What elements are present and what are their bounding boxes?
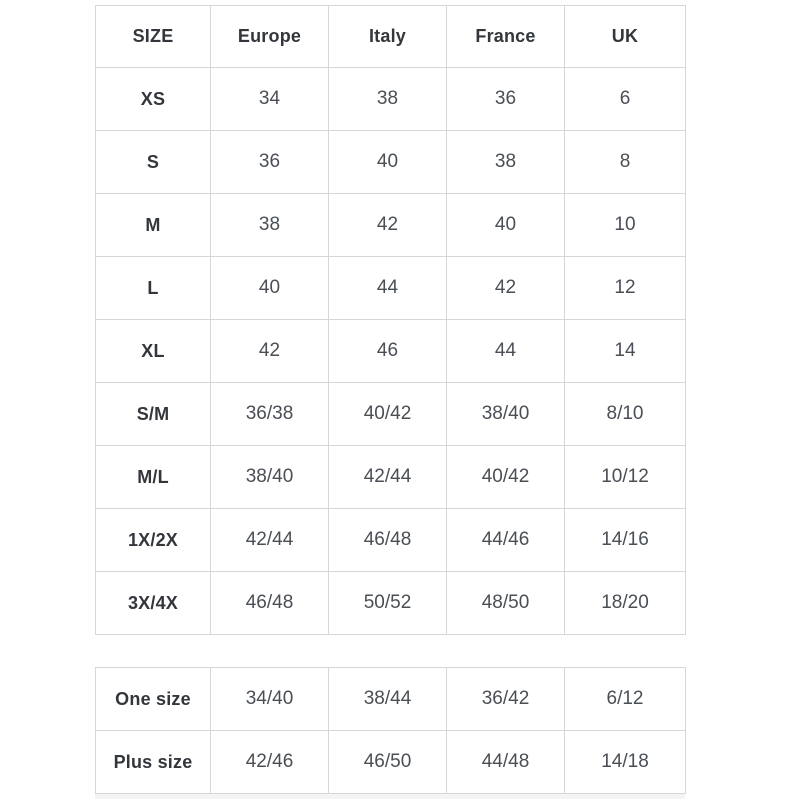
size-value-cell: 18/20 <box>564 571 686 635</box>
table-row: XS 34 38 36 6 <box>95 67 686 131</box>
size-row-label: S <box>95 130 211 194</box>
size-row-label: 1X/2X <box>95 508 211 572</box>
size-row-label: M/L <box>95 445 211 509</box>
column-header-france: France <box>446 5 565 68</box>
size-value-cell: 40 <box>328 130 447 194</box>
table-row: 3X/4X 46/48 50/52 48/50 18/20 <box>95 571 686 635</box>
size-value-cell: 8/10 <box>564 382 686 446</box>
size-value-cell: 40 <box>210 256 329 320</box>
size-value-cell: 42 <box>446 256 565 320</box>
size-value-cell: 6/12 <box>564 667 686 731</box>
size-value-cell: 40/42 <box>446 445 565 509</box>
column-header-uk: UK <box>564 5 686 68</box>
size-row-label: S/M <box>95 382 211 446</box>
size-value-cell: 46 <box>328 319 447 383</box>
table-row: Plus size 42/46 46/50 44/48 14/18 <box>95 730 686 794</box>
size-value-cell: 44 <box>446 319 565 383</box>
size-row-label: M <box>95 193 211 257</box>
size-value-cell: 14/18 <box>564 730 686 794</box>
size-value-cell: 14/16 <box>564 508 686 572</box>
size-value-cell: 46/48 <box>210 571 329 635</box>
size-value-cell: 50/52 <box>328 571 447 635</box>
table-row: 1X/2X 42/44 46/48 44/46 14/16 <box>95 508 686 572</box>
size-value-cell: 10/12 <box>564 445 686 509</box>
size-value-cell: 38 <box>446 130 565 194</box>
column-header-italy: Italy <box>328 5 447 68</box>
size-row-label: L <box>95 256 211 320</box>
size-value-cell: 42/46 <box>210 730 329 794</box>
size-value-cell: 38/40 <box>210 445 329 509</box>
size-value-cell: 42 <box>210 319 329 383</box>
size-value-cell: 42/44 <box>328 445 447 509</box>
size-value-cell: 46/50 <box>328 730 447 794</box>
size-value-cell: 48/50 <box>446 571 565 635</box>
size-value-cell: 40/42 <box>328 382 447 446</box>
special-size-table-container: One size 34/40 38/44 36/42 6/12 Plus size 42/4… <box>95 667 686 794</box>
size-value-cell: 46/48 <box>328 508 447 572</box>
size-value-cell: 34/40 <box>210 667 329 731</box>
size-value-cell: 12 <box>564 256 686 320</box>
size-row-label: Plus size <box>95 730 211 794</box>
size-row-label: XS <box>95 67 211 131</box>
size-value-cell: 6 <box>564 67 686 131</box>
size-value-cell: 36 <box>210 130 329 194</box>
size-value-cell: 8 <box>564 130 686 194</box>
size-value-cell: 44 <box>328 256 447 320</box>
size-value-cell: 14 <box>564 319 686 383</box>
table-row: M 38 42 40 10 <box>95 193 686 257</box>
table-row: M/L 38/40 42/44 40/42 10/12 <box>95 445 686 509</box>
table-row: L 40 44 42 12 <box>95 256 686 320</box>
table-row: S 36 40 38 8 <box>95 130 686 194</box>
size-value-cell: 38 <box>328 67 447 131</box>
table-row: XL 42 46 44 14 <box>95 319 686 383</box>
size-row-label: One size <box>95 667 211 731</box>
size-conversion-table-container: SIZE Europe Italy France UK XS 34 38 36 6 S 36 40 38… <box>95 5 686 635</box>
size-value-cell: 34 <box>210 67 329 131</box>
column-header-europe: Europe <box>210 5 329 68</box>
size-value-cell: 40 <box>446 193 565 257</box>
size-value-cell: 38 <box>210 193 329 257</box>
size-value-cell: 42/44 <box>210 508 329 572</box>
size-value-cell: 42 <box>328 193 447 257</box>
size-value-cell: 10 <box>564 193 686 257</box>
size-value-cell: 38/40 <box>446 382 565 446</box>
column-header-size: SIZE <box>95 5 211 68</box>
size-value-cell: 36/42 <box>446 667 565 731</box>
size-row-label: XL <box>95 319 211 383</box>
size-value-cell: 36 <box>446 67 565 131</box>
size-value-cell: 36/38 <box>210 382 329 446</box>
scrollbar-track <box>95 794 685 799</box>
size-value-cell: 38/44 <box>328 667 447 731</box>
size-row-label: 3X/4X <box>95 571 211 635</box>
size-value-cell: 44/46 <box>446 508 565 572</box>
size-value-cell: 44/48 <box>446 730 565 794</box>
size-conversion-table: SIZE Europe Italy France UK XS 34 38 36 6 S 36 40 38… <box>95 5 686 635</box>
table-row: S/M 36/38 40/42 38/40 8/10 <box>95 382 686 446</box>
special-size-table: One size 34/40 38/44 36/42 6/12 Plus size 42/4… <box>95 667 686 794</box>
table-row: One size 34/40 38/44 36/42 6/12 <box>95 667 686 731</box>
size-table-header-row: SIZE Europe Italy France UK <box>95 5 686 68</box>
